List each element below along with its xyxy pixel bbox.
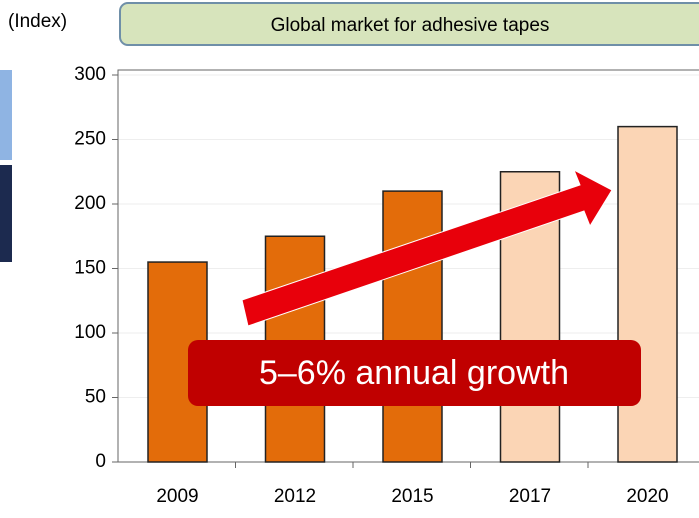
y-tick-label: 50 — [85, 387, 106, 408]
title-box — [119, 2, 699, 46]
background-image — [0, 70, 12, 160]
y-tick-label: 300 — [74, 64, 106, 85]
annotation: 5–6% annual growth — [259, 354, 569, 392]
bar — [617, 125, 678, 463]
x-tick-label: 2009 — [156, 486, 198, 507]
y-axis-label: (Index) — [8, 11, 67, 32]
annotation-box — [188, 340, 641, 406]
y-tick-label: 200 — [74, 193, 106, 214]
bar — [382, 190, 443, 463]
y-tick-label: 250 — [74, 129, 106, 150]
y-tick-label: 100 — [74, 322, 106, 343]
y-tick-label: 150 — [74, 258, 106, 279]
background-image — [0, 165, 12, 262]
x-tick-label: 2020 — [626, 486, 668, 507]
overlay: 5–6% annual growth — [188, 168, 641, 406]
growth-arrow — [241, 168, 613, 327]
chart-title: Global market for adhesive tapes — [271, 15, 550, 36]
y-tick-label: 0 — [95, 451, 106, 472]
x-tick-label: 2012 — [274, 486, 316, 507]
x-tick-label: 2017 — [509, 486, 551, 507]
x-tick-label: 2015 — [391, 486, 433, 507]
